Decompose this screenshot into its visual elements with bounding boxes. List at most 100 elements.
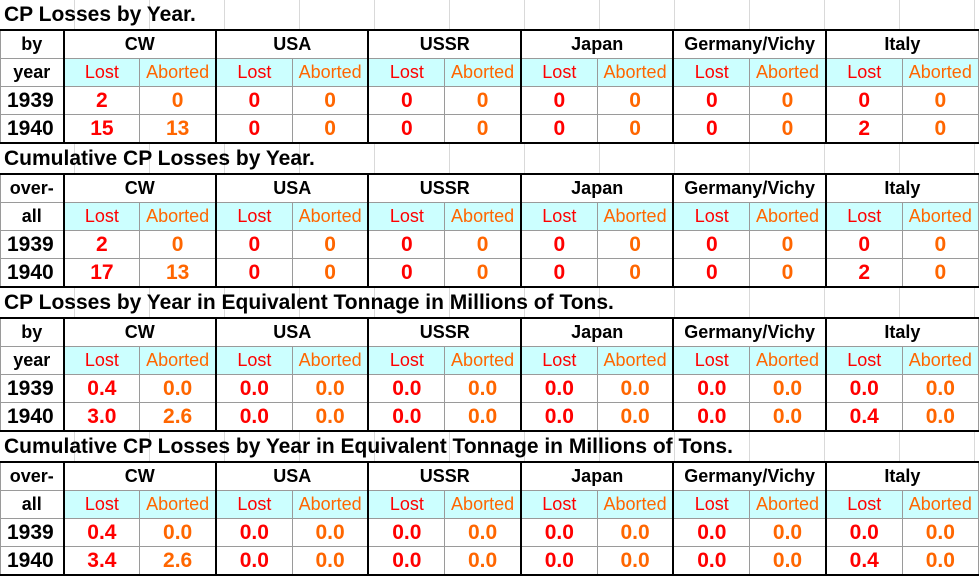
aborted-value: 0 xyxy=(291,114,369,144)
aborted-label: Aborted xyxy=(139,58,217,87)
aborted-value: 0 xyxy=(139,230,217,259)
aborted-value: 0 xyxy=(444,86,522,115)
aborted-value: 0 xyxy=(749,86,827,115)
aborted-value: 0.0 xyxy=(291,402,369,432)
aborted-value: 0.0 xyxy=(901,518,979,547)
lost-value: 0 xyxy=(519,230,598,259)
country-header: USA xyxy=(214,173,369,203)
lost-value: 0.0 xyxy=(824,374,903,403)
aborted-value: 0.0 xyxy=(291,374,369,403)
aborted-value: 0 xyxy=(749,114,827,144)
country-header: USA xyxy=(214,29,369,59)
country-header: USSR xyxy=(367,173,522,203)
lost-value: 0.0 xyxy=(214,546,293,576)
lost-label: Lost xyxy=(367,58,446,87)
lost-value: 0 xyxy=(824,230,903,259)
year-cell: 1939 xyxy=(0,230,65,259)
section-title: Cumulative CP Losses by Year. xyxy=(0,144,979,173)
year-cell: 1939 xyxy=(0,374,65,403)
aborted-value: 0.0 xyxy=(596,402,674,432)
country-header: Italy xyxy=(824,29,979,59)
section-title: CP Losses by Year. xyxy=(0,0,979,29)
losses-table: by CW USA USSR Japan Germany/Vichy Italy year Lo… xyxy=(0,317,979,432)
country-header: CW xyxy=(62,317,217,347)
aborted-value: 0.0 xyxy=(291,546,369,576)
row-header-top: by xyxy=(0,29,65,59)
lost-label: Lost xyxy=(62,490,141,519)
aborted-label: Aborted xyxy=(444,346,522,375)
aborted-value: 0 xyxy=(901,258,979,288)
lost-value: 15 xyxy=(62,114,141,144)
row-header-top: over- xyxy=(0,461,65,491)
country-header: CW xyxy=(62,173,217,203)
lost-value: 0 xyxy=(519,86,598,115)
aborted-label: Aborted xyxy=(596,346,674,375)
lost-label: Lost xyxy=(62,346,141,375)
lost-label: Lost xyxy=(214,58,293,87)
year-cell: 1940 xyxy=(0,402,65,432)
lost-label: Lost xyxy=(824,202,903,231)
lost-value: 0 xyxy=(367,258,446,288)
lost-value: 0.0 xyxy=(367,374,446,403)
year-cell: 1939 xyxy=(0,518,65,547)
lost-label: Lost xyxy=(519,346,598,375)
lost-value: 0 xyxy=(214,86,293,115)
aborted-label: Aborted xyxy=(291,202,369,231)
aborted-value: 0.0 xyxy=(444,546,522,576)
lost-label: Lost xyxy=(367,202,446,231)
lost-value: 3.4 xyxy=(62,546,141,576)
lost-label: Lost xyxy=(824,58,903,87)
lost-value: 0 xyxy=(214,114,293,144)
table-row: 1940 15 13 0 0 0 0 0 0 0 0 2 0 xyxy=(0,114,979,144)
country-header: USSR xyxy=(367,317,522,347)
country-header: USSR xyxy=(367,461,522,491)
lost-value: 0.4 xyxy=(62,518,141,547)
aborted-label: Aborted xyxy=(901,490,979,519)
lost-value: 0 xyxy=(519,258,598,288)
aborted-label: Aborted xyxy=(749,346,827,375)
aborted-value: 0 xyxy=(749,258,827,288)
lost-value: 0 xyxy=(367,86,446,115)
lost-label: Lost xyxy=(367,490,446,519)
aborted-value: 0.0 xyxy=(749,518,827,547)
lost-value: 0.0 xyxy=(519,518,598,547)
lost-value: 0.0 xyxy=(672,374,751,403)
aborted-label: Aborted xyxy=(596,58,674,87)
aborted-label: Aborted xyxy=(749,58,827,87)
aborted-label: Aborted xyxy=(444,490,522,519)
lost-label: Lost xyxy=(672,58,751,87)
table-row: 1940 17 13 0 0 0 0 0 0 0 0 2 0 xyxy=(0,258,979,288)
aborted-label: Aborted xyxy=(901,58,979,87)
lost-value: 2 xyxy=(824,258,903,288)
section-title: Cumulative CP Losses by Year in Equivale… xyxy=(0,432,979,461)
year-cell: 1940 xyxy=(0,114,65,144)
lost-value: 0 xyxy=(824,86,903,115)
lost-value: 0 xyxy=(367,114,446,144)
aborted-value: 13 xyxy=(139,114,217,144)
lost-label: Lost xyxy=(519,490,598,519)
country-header: Japan xyxy=(519,461,674,491)
lost-label: Lost xyxy=(214,346,293,375)
country-header: Germany/Vichy xyxy=(672,461,827,491)
aborted-label: Aborted xyxy=(139,490,217,519)
row-header-bottom: year xyxy=(0,346,65,375)
lost-label: Lost xyxy=(519,202,598,231)
aborted-value: 0.0 xyxy=(444,518,522,547)
country-header: Italy xyxy=(824,317,979,347)
aborted-value: 0 xyxy=(139,86,217,115)
aborted-label: Aborted xyxy=(291,346,369,375)
lost-value: 0 xyxy=(672,114,751,144)
aborted-value: 0 xyxy=(444,258,522,288)
aborted-value: 0 xyxy=(444,114,522,144)
table-row: 1939 0.4 0.0 0.0 0.0 0.0 0.0 0.0 0.0 0.0 0.0 0.0 0.0 xyxy=(0,518,979,547)
lost-label: Lost xyxy=(672,346,751,375)
country-header: Italy xyxy=(824,461,979,491)
aborted-value: 0.0 xyxy=(749,402,827,432)
table-row: 1939 2 0 0 0 0 0 0 0 0 0 0 0 xyxy=(0,230,979,259)
lost-value: 0 xyxy=(672,258,751,288)
lost-label: Lost xyxy=(62,58,141,87)
aborted-value: 0.0 xyxy=(139,518,217,547)
country-header: USA xyxy=(214,461,369,491)
country-header: Germany/Vichy xyxy=(672,173,827,203)
